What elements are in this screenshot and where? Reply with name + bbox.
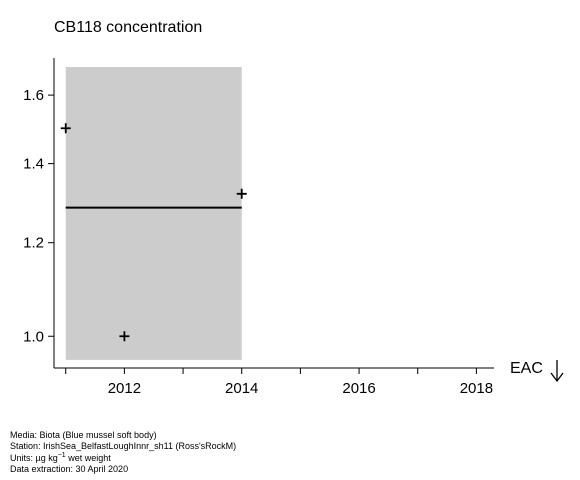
footer-extraction: Data extraction: 30 April 2020 <box>10 463 129 474</box>
eac-label: EAC <box>510 360 543 378</box>
footer-station: Station: IrishSea_BelfastLoughInnr_sh11 … <box>10 440 237 451</box>
y-tick-label: 1.0 <box>23 328 44 345</box>
y-tick-label: 1.2 <box>23 235 44 252</box>
footer-media: Media: Biota (Blue mussel soft body) <box>10 430 157 440</box>
eac-text: EAC <box>510 360 543 377</box>
data-point <box>119 331 130 342</box>
x-tick-label: 2012 <box>108 380 141 397</box>
chart-title: CB118 concentration <box>54 19 203 36</box>
data-point <box>236 188 247 199</box>
y-tick-label: 1.4 <box>23 156 44 173</box>
footer-units-exp: −1 <box>57 452 66 459</box>
y-tick-label: 1.6 <box>23 87 44 104</box>
confidence-band <box>65 67 242 360</box>
down-arrow-icon <box>550 360 564 383</box>
footer-units-prefix: Units: µg kg <box>10 453 58 463</box>
footer-units-suffix: wet weight <box>65 453 111 463</box>
data-point <box>60 123 71 134</box>
x-tick-label: 2016 <box>342 380 375 397</box>
x-tick-label: 2018 <box>460 380 493 397</box>
chart-footer: Media: Biota (Blue mussel soft body) Sta… <box>10 430 236 474</box>
x-tick-label: 2014 <box>225 380 258 397</box>
footer-units: Units: µg kg−1 wet weight <box>10 451 236 464</box>
